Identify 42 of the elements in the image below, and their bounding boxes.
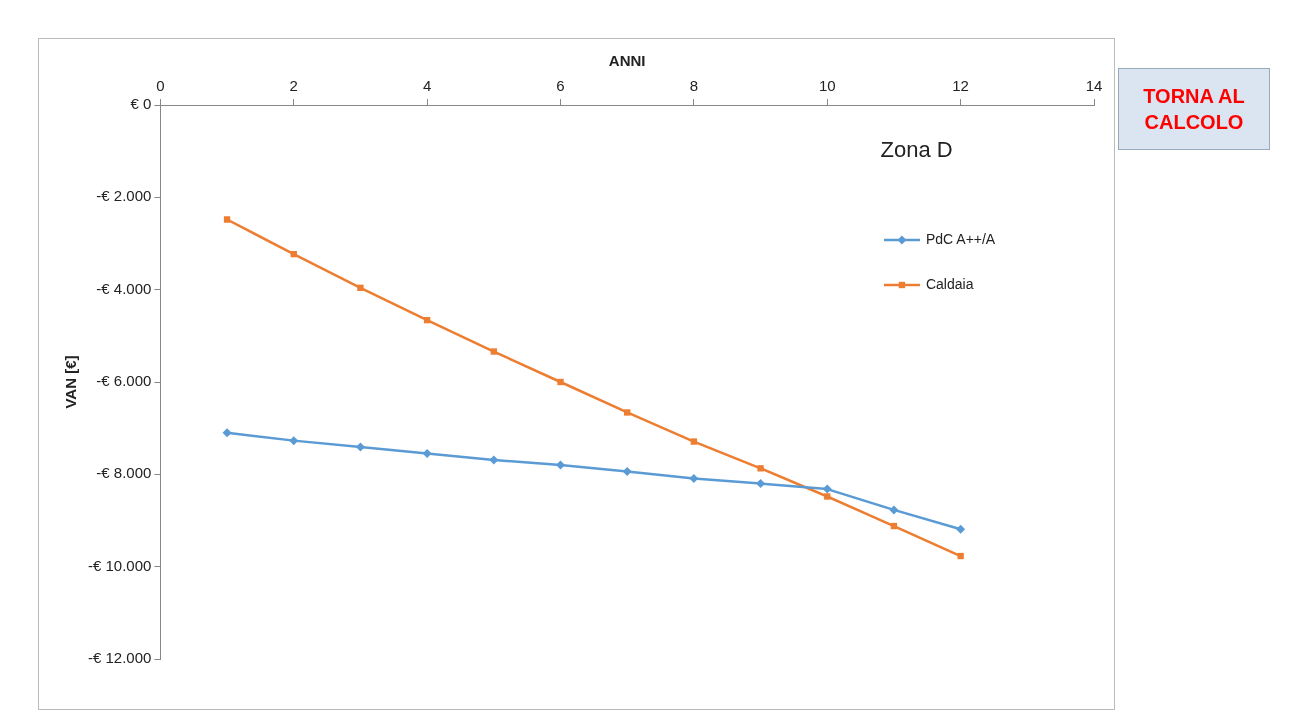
point	[956, 524, 966, 534]
point	[556, 460, 566, 470]
x-tick-label: 4	[422, 77, 432, 95]
y-tick-label: -€ 4.000	[96, 279, 152, 297]
point	[557, 378, 564, 386]
point	[490, 348, 497, 355]
point	[957, 552, 964, 560]
x-tick-label: 10	[818, 77, 836, 95]
point	[690, 438, 698, 445]
legend-label: Caldaia	[925, 275, 974, 292]
y-tick-label: -€ 6.000	[96, 372, 152, 390]
x-axis-title: ANNI	[608, 52, 646, 70]
x-tick-label: 6	[556, 77, 565, 95]
x-tick-label: 2	[289, 77, 298, 95]
point	[689, 473, 699, 483]
point	[622, 467, 632, 477]
x-tick-label: 12	[952, 77, 969, 95]
point	[489, 455, 499, 465]
point	[422, 449, 432, 459]
text: Zona D	[880, 137, 953, 163]
y-tick-label: -€ 12.000	[87, 649, 152, 667]
button: TORNA AL CALCOLO	[1118, 68, 1270, 150]
point	[822, 484, 832, 494]
y-tick-label: -€ 2.000	[96, 187, 152, 205]
point	[624, 409, 631, 416]
legend-label: PdC A++/A	[925, 230, 996, 247]
y-axis-title: VAN [€]	[62, 355, 80, 409]
y-tick-label: -€ 10.000	[87, 556, 152, 574]
point	[222, 428, 232, 438]
point	[289, 436, 299, 446]
point	[824, 493, 831, 500]
point	[757, 465, 764, 472]
x-tick-label: 0	[156, 77, 165, 95]
point	[756, 479, 766, 489]
point	[355, 442, 365, 452]
point	[357, 284, 364, 291]
y-tick-label: -€ 8.000	[96, 464, 152, 482]
y-tick-label: € 0	[130, 95, 152, 113]
x-tick-label: 14	[1085, 77, 1103, 95]
point	[889, 505, 899, 515]
x-tick-label: 8	[689, 77, 699, 95]
point	[223, 216, 231, 223]
